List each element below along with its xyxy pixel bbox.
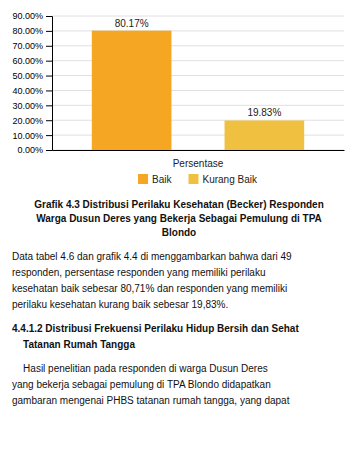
y-tick-mark: [46, 16, 52, 17]
y-tick-mark: [46, 61, 52, 62]
y-tick-label: 30.00%: [12, 101, 43, 111]
title-line: Grafik 4.3 Distribusi Perilaku Kesehatan…: [34, 199, 324, 210]
y-tick-mark: [46, 46, 52, 47]
y-tick-label: 90.00%: [12, 11, 43, 21]
legend-label: Kurang Baik: [202, 174, 257, 185]
paragraph-line: Data tabel 4.6 dan grafik 4.4 di menggam…: [12, 251, 292, 262]
grid: [52, 16, 344, 150]
y-tick: 80.00%: [12, 26, 52, 36]
legend-item: Kurang Baik: [188, 174, 257, 185]
y-tick: 70.00%: [12, 41, 52, 51]
y-axis: 0.00% 10.00% 20.00% 30.00% 40.00% 50.00% 60.00…: [12, 11, 52, 155]
y-tick-mark: [46, 135, 52, 136]
y-tick: 90.00%: [12, 11, 52, 21]
y-tick: 30.00%: [12, 101, 52, 111]
y-tick-label: 70.00%: [12, 41, 43, 51]
legend-swatch: [138, 174, 148, 184]
y-tick-mark: [46, 150, 52, 151]
legend: Baik Kurang Baik: [138, 174, 258, 185]
section-heading: 4.4.1.2 Distribusi Frekuensi Perilaku Hi…: [12, 323, 299, 350]
y-tick-label: 60.00%: [12, 56, 43, 66]
section-heading-line: Tatanan Rumah Tangga: [12, 339, 135, 350]
paragraph-line: Hasil penelitian pada responden di warga…: [12, 363, 268, 374]
paragraph-line: kesehatan baik sebesar 80,71% dan respon…: [12, 283, 287, 294]
title-line: Blondo: [162, 227, 196, 238]
y-tick-label: 20.00%: [12, 116, 43, 126]
y-tick: 20.00%: [12, 116, 52, 126]
legend-item: Baik: [138, 174, 172, 185]
y-axis-line: [46, 17, 53, 151]
legend-label: Baik: [152, 174, 172, 185]
paragraph-line: perilaku kesehatan kurang baik sebesar 1…: [12, 299, 228, 310]
y-tick: 10.00%: [12, 130, 52, 140]
y-tick-mark: [46, 120, 52, 121]
paragraph: Data tabel 4.6 dan grafik 4.4 di menggam…: [12, 251, 292, 310]
y-tick: 60.00%: [12, 56, 52, 66]
bar: [225, 120, 305, 150]
page: 80.17% 19.83% 0.00% 10.00% 20.00% 30.00% 40.00…: [0, 0, 358, 457]
grid-line: [52, 16, 344, 17]
y-tick-label: 10.00%: [12, 130, 43, 140]
data-label: 19.83%: [247, 107, 281, 118]
y-tick-label: 80.00%: [12, 26, 43, 36]
bar: [92, 31, 172, 150]
y-tick: 40.00%: [12, 86, 52, 96]
y-tick: 0.00%: [17, 145, 52, 155]
bars: [92, 31, 304, 150]
y-tick-mark: [46, 105, 52, 106]
y-tick-label: 0.00%: [17, 145, 43, 155]
data-label: 80.17%: [115, 18, 149, 29]
y-tick-label: 40.00%: [12, 86, 43, 96]
y-tick-mark: [46, 90, 52, 91]
y-tick: 50.00%: [12, 71, 52, 81]
paragraph: Hasil penelitian pada responden di warga…: [12, 363, 290, 406]
x-axis: [53, 150, 345, 151]
x-axis-line: [53, 150, 345, 151]
legend-swatch: [188, 174, 198, 184]
paragraph-line: gambaran mengenai PHBS tatanan rumah tan…: [12, 395, 290, 406]
paragraph-line: yang bekerja sebagai pemulung di TPA Blo…: [12, 379, 271, 390]
y-tick-label: 50.00%: [12, 71, 43, 81]
title: Grafik 4.3 Distribusi Perilaku Kesehatan…: [34, 199, 324, 238]
x-axis-title: Persentase: [173, 158, 224, 169]
title-line: Warga Dusun Deres yang Bekerja Sebagai P…: [36, 213, 322, 224]
section-heading-line: 4.4.1.2 Distribusi Frekuensi Perilaku Hi…: [12, 323, 299, 334]
y-tick-mark: [46, 31, 52, 32]
y-tick-mark: [46, 76, 52, 77]
paragraph-line: responden, persentase responden yang mem…: [12, 267, 265, 278]
data-labels: 80.17% 19.83%: [115, 18, 282, 119]
